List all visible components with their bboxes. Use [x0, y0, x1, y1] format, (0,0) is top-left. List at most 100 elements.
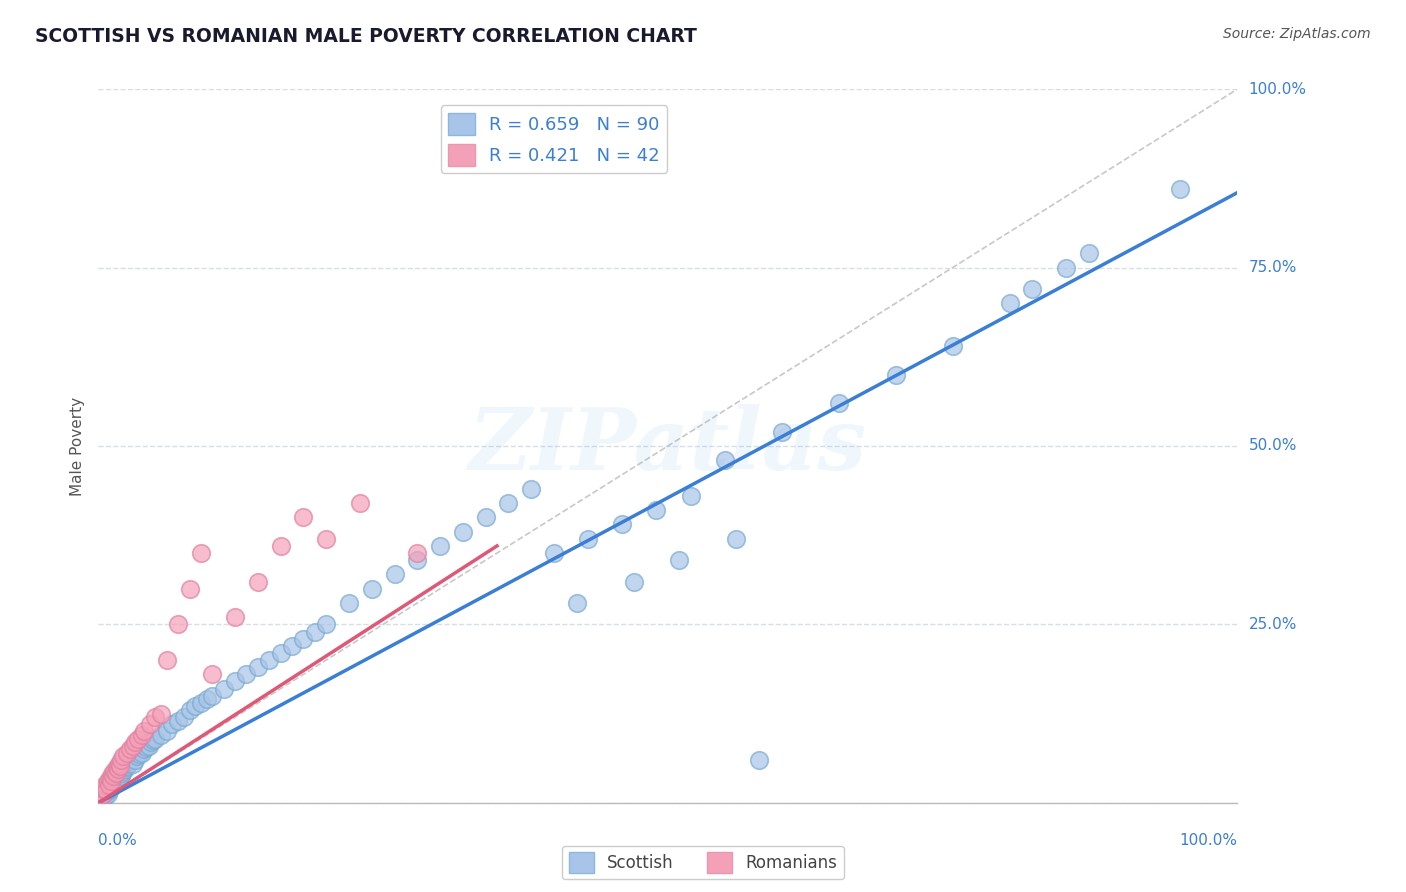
Point	[612, 517, 634, 532]
Point	[156, 724, 179, 739]
Point	[429, 539, 451, 553]
Point	[565, 596, 588, 610]
Legend: R = 0.659   N = 90, R = 0.421   N = 42: R = 0.659 N = 90, R = 0.421 N = 42	[440, 105, 668, 173]
Text: 100.0%: 100.0%	[1249, 82, 1306, 96]
Point	[195, 692, 218, 706]
Point	[112, 764, 135, 778]
Point	[127, 731, 149, 746]
Point	[107, 769, 129, 783]
Point	[1170, 182, 1192, 196]
Point	[105, 774, 128, 789]
Point	[108, 767, 131, 781]
Point	[884, 368, 907, 382]
Point	[498, 496, 520, 510]
Point	[114, 760, 136, 774]
Point	[118, 755, 141, 769]
Point	[132, 742, 155, 756]
Point	[270, 539, 292, 553]
Point	[1021, 282, 1043, 296]
Point	[679, 489, 702, 503]
Point	[725, 532, 748, 546]
Point	[315, 532, 337, 546]
Point	[150, 728, 173, 742]
Point	[93, 781, 115, 796]
Point	[235, 667, 257, 681]
Point	[668, 553, 690, 567]
Point	[167, 617, 190, 632]
Y-axis label: Male Poverty: Male Poverty	[70, 396, 86, 496]
Text: 25.0%: 25.0%	[1249, 617, 1296, 632]
Point	[360, 582, 382, 596]
Point	[108, 772, 131, 787]
Point	[246, 660, 269, 674]
Point	[292, 510, 315, 524]
Point	[201, 667, 224, 681]
Point	[104, 765, 127, 780]
Point	[117, 756, 139, 771]
Point	[201, 689, 224, 703]
Point	[576, 532, 599, 546]
Point	[135, 740, 157, 755]
Point	[93, 789, 115, 803]
Point	[120, 742, 142, 756]
Point	[98, 781, 121, 796]
Point	[103, 778, 125, 792]
Point	[112, 749, 135, 764]
Point	[101, 776, 124, 790]
Point	[96, 787, 118, 801]
Point	[110, 769, 132, 783]
Point	[127, 749, 149, 764]
Point	[942, 339, 965, 353]
Point	[156, 653, 179, 667]
Point	[224, 674, 246, 689]
Point	[190, 696, 212, 710]
Text: 50.0%: 50.0%	[1249, 439, 1296, 453]
Point	[179, 582, 201, 596]
Point	[270, 646, 292, 660]
Point	[292, 632, 315, 646]
Point	[543, 546, 565, 560]
Point	[138, 739, 160, 753]
Point	[212, 681, 235, 696]
Point	[770, 425, 793, 439]
Text: Source: ZipAtlas.com: Source: ZipAtlas.com	[1223, 27, 1371, 41]
Point	[103, 769, 125, 783]
Point	[108, 756, 131, 771]
Point	[115, 746, 138, 760]
Point	[105, 760, 128, 774]
Point	[167, 714, 190, 728]
Point	[97, 778, 120, 792]
Point	[90, 790, 112, 805]
Point	[384, 567, 406, 582]
Point	[349, 496, 371, 510]
Point	[96, 783, 118, 797]
Text: 0.0%: 0.0%	[98, 833, 138, 848]
Point	[90, 792, 112, 806]
Point	[190, 546, 212, 560]
Point	[139, 735, 162, 749]
Point	[998, 296, 1021, 310]
Point	[121, 756, 143, 771]
Point	[91, 791, 114, 805]
Text: SCOTTISH VS ROMANIAN MALE POVERTY CORRELATION CHART: SCOTTISH VS ROMANIAN MALE POVERTY CORREL…	[35, 27, 697, 45]
Point	[145, 731, 167, 746]
Point	[224, 610, 246, 624]
Point	[121, 739, 143, 753]
Point	[131, 728, 153, 742]
Point	[94, 789, 117, 804]
Point	[281, 639, 304, 653]
Point	[108, 758, 131, 772]
Point	[1054, 260, 1078, 275]
Point	[100, 780, 122, 794]
Point	[304, 624, 326, 639]
Point	[173, 710, 195, 724]
Point	[131, 746, 153, 760]
Point	[96, 785, 118, 799]
Point	[93, 787, 115, 801]
Point	[520, 482, 543, 496]
Point	[103, 774, 125, 789]
Point	[97, 783, 120, 797]
Point	[120, 753, 142, 767]
Point	[96, 774, 118, 789]
Point	[104, 771, 127, 785]
